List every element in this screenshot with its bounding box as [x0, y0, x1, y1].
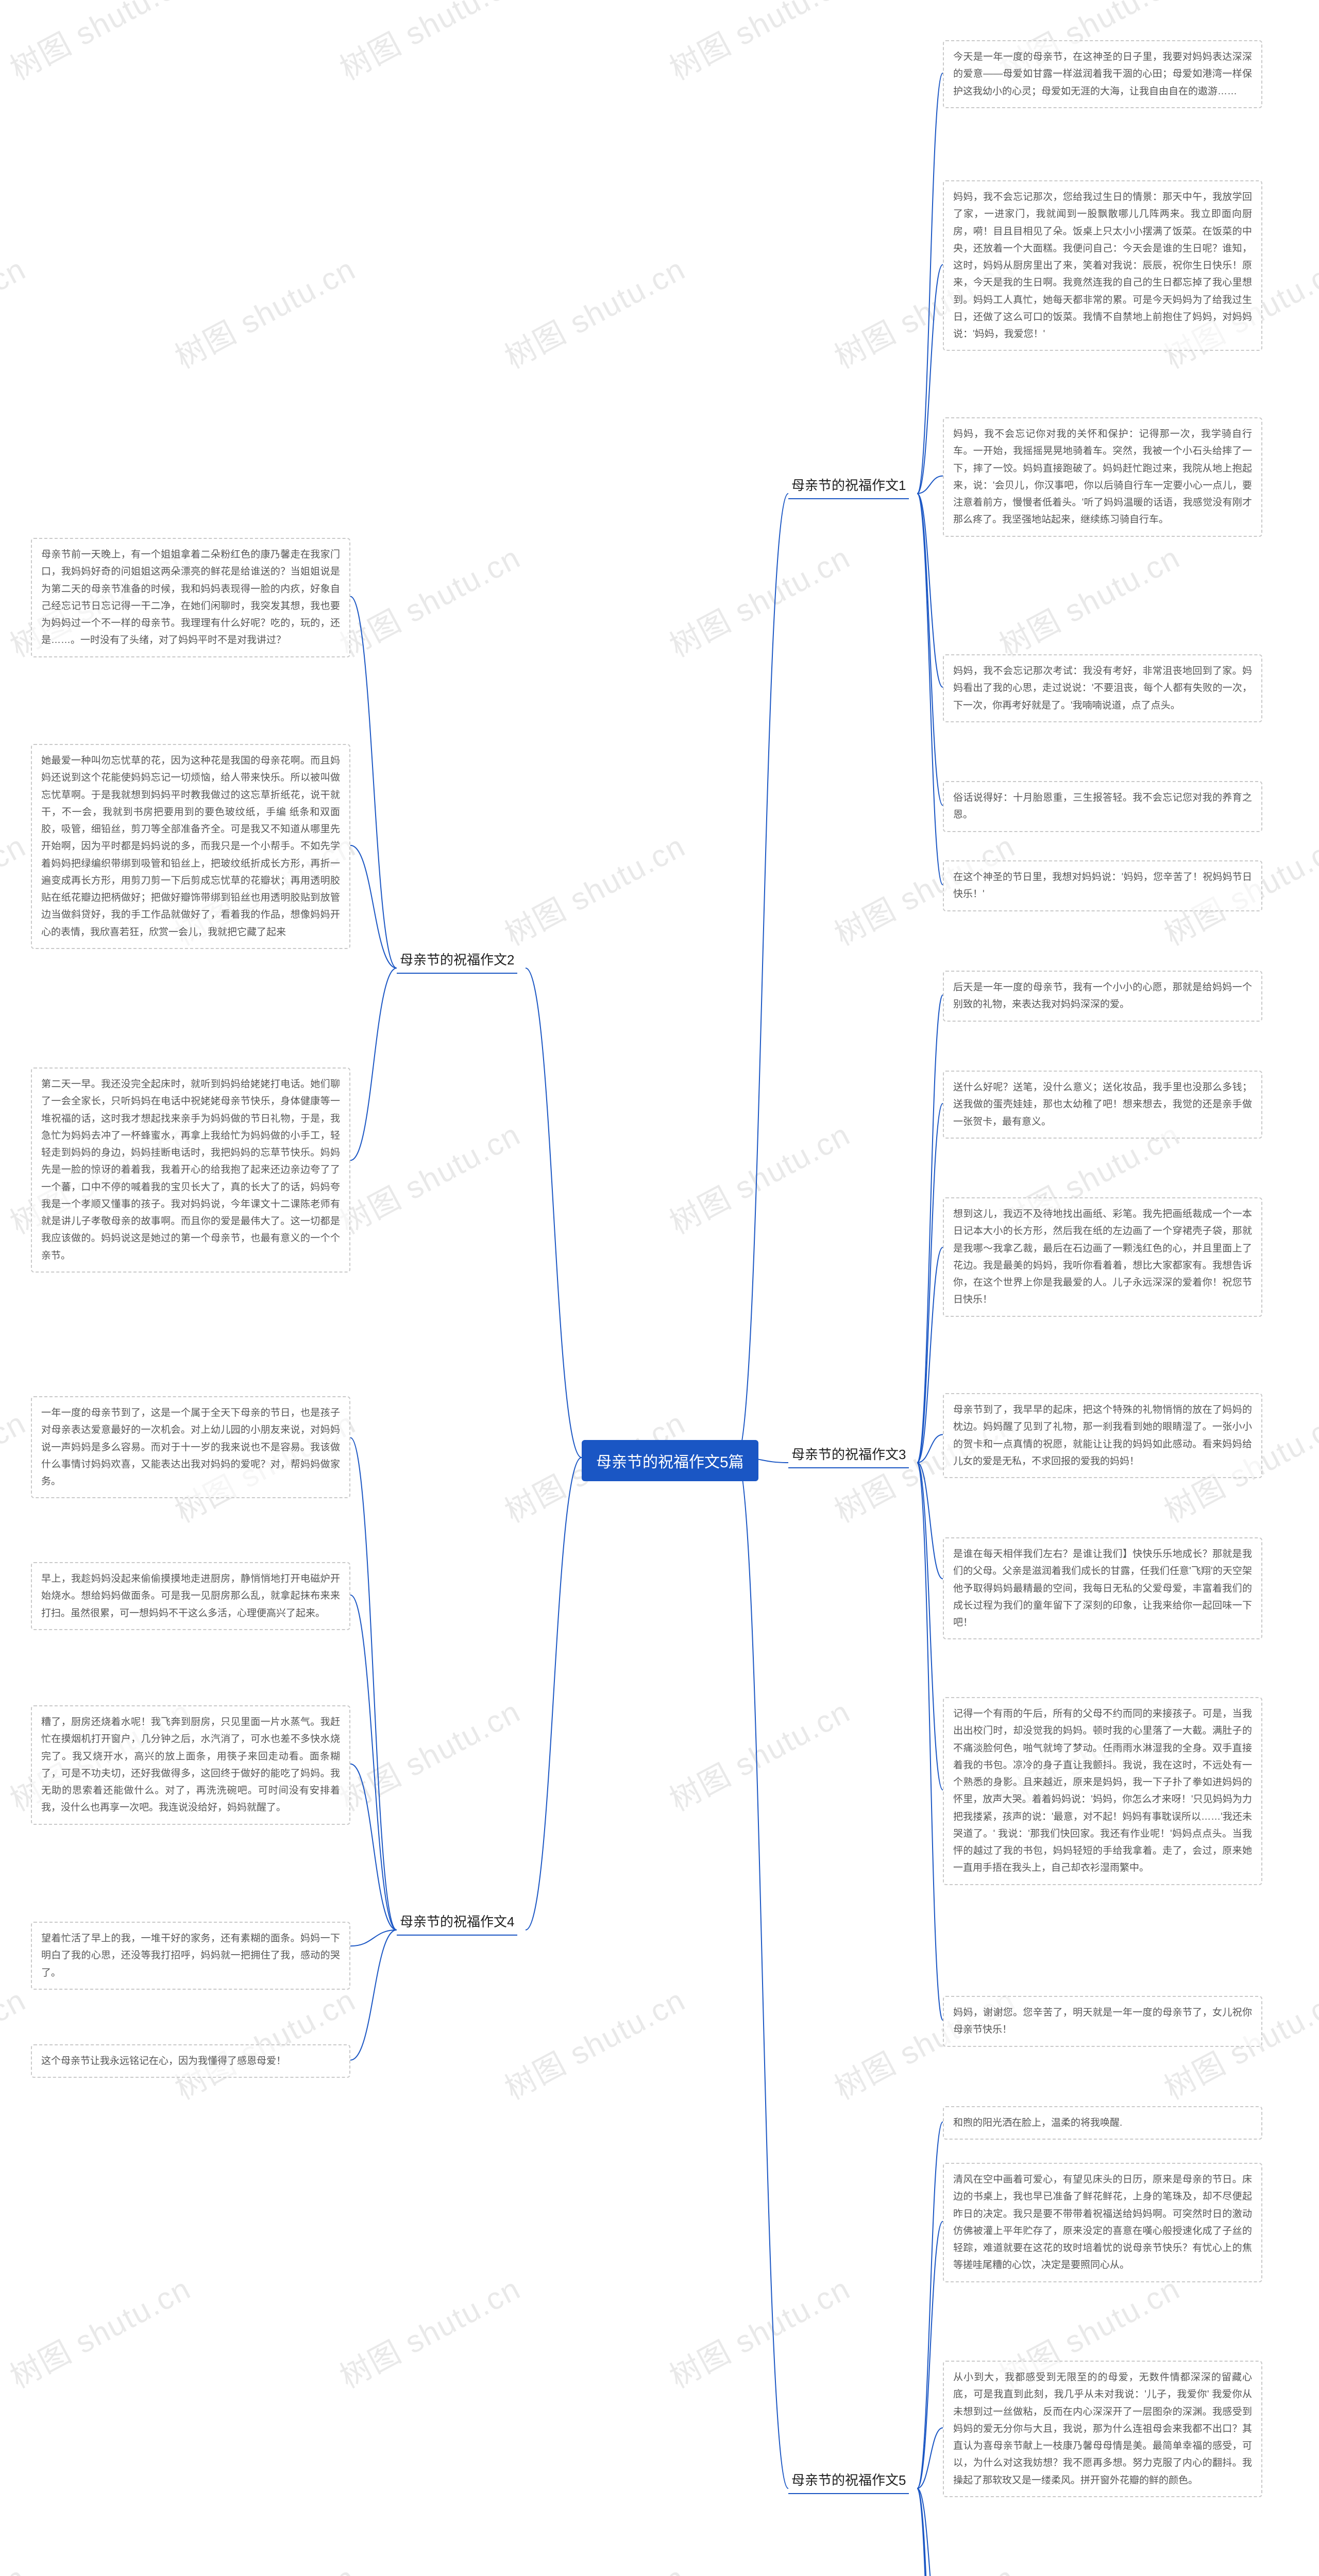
mindmap-leaf: 一年一度的母亲节到了，这是一个属于全天下母亲的节日，也是孩子对母亲表达爱意最好的… [31, 1396, 350, 1498]
mindmap-branch: 母亲节的祝福作文1 [788, 471, 909, 499]
mindmap-branch: 母亲节的祝福作文2 [397, 945, 517, 974]
connector-line [350, 1764, 397, 1930]
mindmap-branch: 母亲节的祝福作文4 [397, 1907, 517, 1936]
connector-line [736, 1458, 788, 2488]
connector-line [350, 597, 397, 968]
mindmap-branch: 母亲节的祝福作文5 [788, 2466, 909, 2494]
mindmap-leaf: 这个母亲节让我永远铭记在心，因为我懂得了感恩母爱！ [31, 2044, 350, 2078]
connector-line [917, 1463, 943, 2020]
connector-line [917, 2122, 943, 2488]
mindmap-root: 母亲节的祝福作文5篇 [582, 1440, 758, 1481]
mindmap-leaf: 清风在空中画着可爱心，有望见床头的日历，原来是母亲的节日。床边的书桌上，我也早已… [943, 2163, 1262, 2282]
connector-line [350, 1930, 397, 2060]
connector-line [526, 968, 582, 1458]
mindmap-leaf: 俗话说得好：十月胎恩重，三生报答轻。我不会忘记您对我的养育之恩。 [943, 781, 1262, 832]
connector-line [350, 1930, 397, 1946]
mindmap-leaf: 记得一个有雨的午后，所有的父母不约而同的来接孩子。可是，当我出出校门时，却没觉我… [943, 1697, 1262, 1885]
mindmap-branch: 母亲节的祝福作文3 [788, 1440, 909, 1468]
connector-line [736, 494, 788, 1458]
connector-line [917, 1104, 943, 1463]
connector-line [917, 73, 943, 494]
mindmap-leaf: 想到这儿，我迈不及待地找出画纸、彩笔。我先把画纸裁成一个一本日记本大小的长方形，… [943, 1197, 1262, 1317]
mindmap-leaf: 母亲节前一天晚上，有一个姐姐拿着二朵粉红色的康乃馨走在我家门口，我妈妈好奇的问姐… [31, 538, 350, 657]
mindmap-leaf: 今天是一年一度的母亲节，在这神圣的日子里，我要对妈妈表达深深的爱意——母爱如甘露… [943, 40, 1262, 108]
connector-line [917, 2222, 943, 2488]
connector-line [350, 968, 397, 1160]
connector-line [526, 1458, 582, 1930]
mindmap-leaf: 送什么好呢？送笔，没什么意义；送化妆品，我手里也没那么多钱；送我做的蛋壳娃娃，那… [943, 1071, 1262, 1139]
mindmap-leaf: 望着忙活了早上的我，一堆干好的家务，还有素糊的面条。妈妈一下明白了我的心思，还没… [31, 1922, 350, 1990]
mindmap-leaf: 在这个神圣的节日里，我想对妈妈说：'妈妈，您辛苦了！祝妈妈节日快乐！' [943, 860, 1262, 911]
mindmap-leaf: 第二天一早。我还没完全起床时，就听到妈妈给姥姥打电话。她们聊了一会全家长，只听妈… [31, 1067, 350, 1273]
mindmap-leaf: 母亲节到了，我早早的起床，把这个特殊的礼物悄悄的放在了妈妈的枕边。妈妈醒了见到了… [943, 1393, 1262, 1478]
mindmap-leaf: 后天是一年一度的母亲节，我有一个小小的心愿，那就是给妈妈一个别致的礼物，来表达我… [943, 971, 1262, 1022]
mindmap-leaf: 她最爱一种叫勿忘忧草的花，因为这种花是我国的母亲花啊。而且妈妈还说到这个花能使妈… [31, 744, 350, 949]
connector-line [917, 995, 943, 1463]
mindmap-leaf: 妈妈，我不会忘记那次考试：我没有考好，非常沮丧地回到了家。妈妈看出了我的心思，走… [943, 654, 1262, 722]
connector-line [350, 1438, 397, 1930]
connector-line [350, 1595, 397, 1930]
connector-line [917, 494, 943, 885]
connector-line [917, 494, 943, 805]
connector-line [350, 845, 397, 968]
mindmap-leaf: 是谁在每天相伴我们左右？是谁让我们】快快乐乐地成长？那就是我们的父母。父亲是滋润… [943, 1537, 1262, 1639]
mindmap-leaf: 妈妈，我不会忘记你对我的关怀和保护：记得那一次，我学骑自行车。一开始，我摇摇晃晃… [943, 417, 1262, 537]
mindmap-leaf: 从小到大，我都感受到无限至的的母爱，无数件情都深深的留藏心底，可是我直到此刻，我… [943, 2361, 1262, 2497]
mindmap-leaf: 妈妈，谢谢您。您辛苦了，明天就是一年一度的母亲节了，女儿祝你母亲节快乐！ [943, 1996, 1262, 2047]
connector-line [917, 2488, 943, 2576]
mindmap-leaf: 妈妈，我不会忘记那次，您给我过生日的情景：那天中午，我放学回了家，一进家门，我就… [943, 180, 1262, 351]
mindmap-leaf: 糟了，厨房还烧着水呢！我飞奔到厨房，只见里面一片水蒸气。我赶忙在摸烟机打开窗户，… [31, 1705, 350, 1825]
mindmap-leaf: 和煦的阳光洒在脸上，温柔的将我唤醒. [943, 2106, 1262, 2140]
mindmap-leaf: 早上，我趁妈妈没起来偷偷摸摸地走进厨房，静悄悄地打开电磁炉开始烧水。想给妈妈做面… [31, 1562, 350, 1630]
